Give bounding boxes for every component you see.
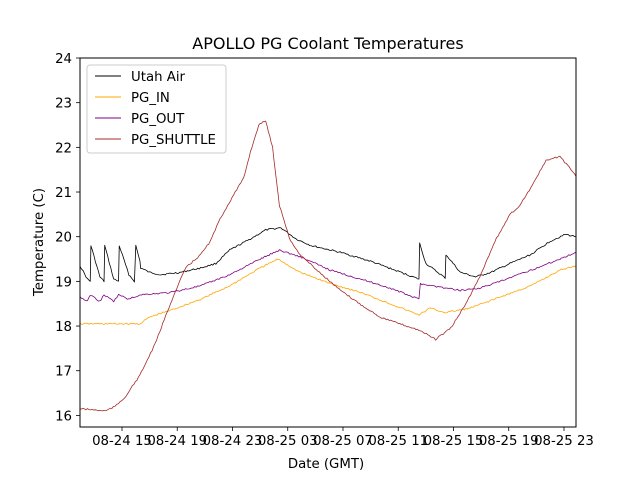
series-line-pg-out: [79, 249, 577, 303]
legend: Utah Air PG_IN PG_OUT PG_SHUTTLE: [86, 64, 227, 154]
legend-label: PG_OUT: [131, 112, 185, 127]
y-tick-label: 17: [55, 365, 72, 380]
x-tick-label: 08-24 19: [147, 434, 207, 449]
x-tick-label: 08-25 11: [368, 434, 428, 449]
x-tick-label: 08-24 15: [92, 434, 152, 449]
chart-title: APOLLO PG Coolant Temperatures: [192, 34, 463, 53]
legend-label: PG_IN: [131, 91, 170, 106]
plot-lines: [79, 120, 577, 412]
y-tick-label: 21: [55, 186, 72, 201]
series-line-pg-shuttle: [79, 120, 577, 412]
x-tick-label: 08-25 15: [424, 434, 484, 449]
y-axis: 16 17 18 19 20 21 22 23 24: [55, 52, 80, 424]
legend-box: [86, 64, 227, 154]
legend-label: Utah Air: [131, 70, 186, 85]
x-tick-label: 08-25 23: [534, 434, 594, 449]
y-tick-label: 24: [55, 52, 72, 67]
series-line-pg-in: [79, 258, 577, 325]
x-tick-label: 08-25 03: [258, 434, 318, 449]
y-tick-label: 23: [55, 97, 72, 112]
x-tick-label: 08-25 19: [479, 434, 539, 449]
y-tick-label: 16: [55, 409, 72, 424]
y-tick-label: 18: [55, 320, 72, 335]
y-tick-label: 22: [55, 141, 72, 156]
y-tick-label: 19: [55, 275, 72, 290]
x-tick-label: 08-24 23: [203, 434, 263, 449]
series-line-utah-air: [79, 227, 577, 283]
legend-label: PG_SHUTTLE: [131, 133, 216, 148]
plot-frame: [79, 57, 577, 428]
y-axis-label: Temperature (C): [32, 188, 47, 297]
x-axis-label: Date (GMT): [288, 457, 364, 472]
x-tick-label: 08-25 07: [313, 434, 373, 449]
y-tick-label: 20: [55, 231, 72, 246]
